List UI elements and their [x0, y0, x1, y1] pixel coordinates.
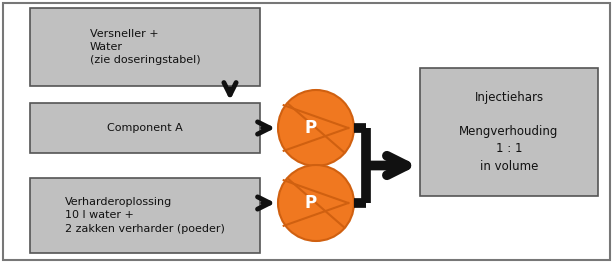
Bar — [30, 178, 260, 253]
Text: P: P — [304, 194, 316, 212]
Circle shape — [278, 90, 354, 166]
Text: Versneller +
Water
(zie doseringstabel): Versneller + Water (zie doseringstabel) — [89, 29, 200, 65]
Bar — [30, 103, 260, 153]
Bar — [420, 68, 598, 196]
Text: P: P — [304, 119, 316, 137]
Text: Component A: Component A — [107, 123, 183, 133]
Text: Verharderoplossing
10 l water +
2 zakken verharder (poeder): Verharderoplossing 10 l water + 2 zakken… — [65, 197, 225, 234]
Text: Injectiehars

Mengverhouding
1 : 1
in volume: Injectiehars Mengverhouding 1 : 1 in vol… — [459, 92, 558, 173]
Bar — [30, 8, 260, 86]
Circle shape — [278, 165, 354, 241]
